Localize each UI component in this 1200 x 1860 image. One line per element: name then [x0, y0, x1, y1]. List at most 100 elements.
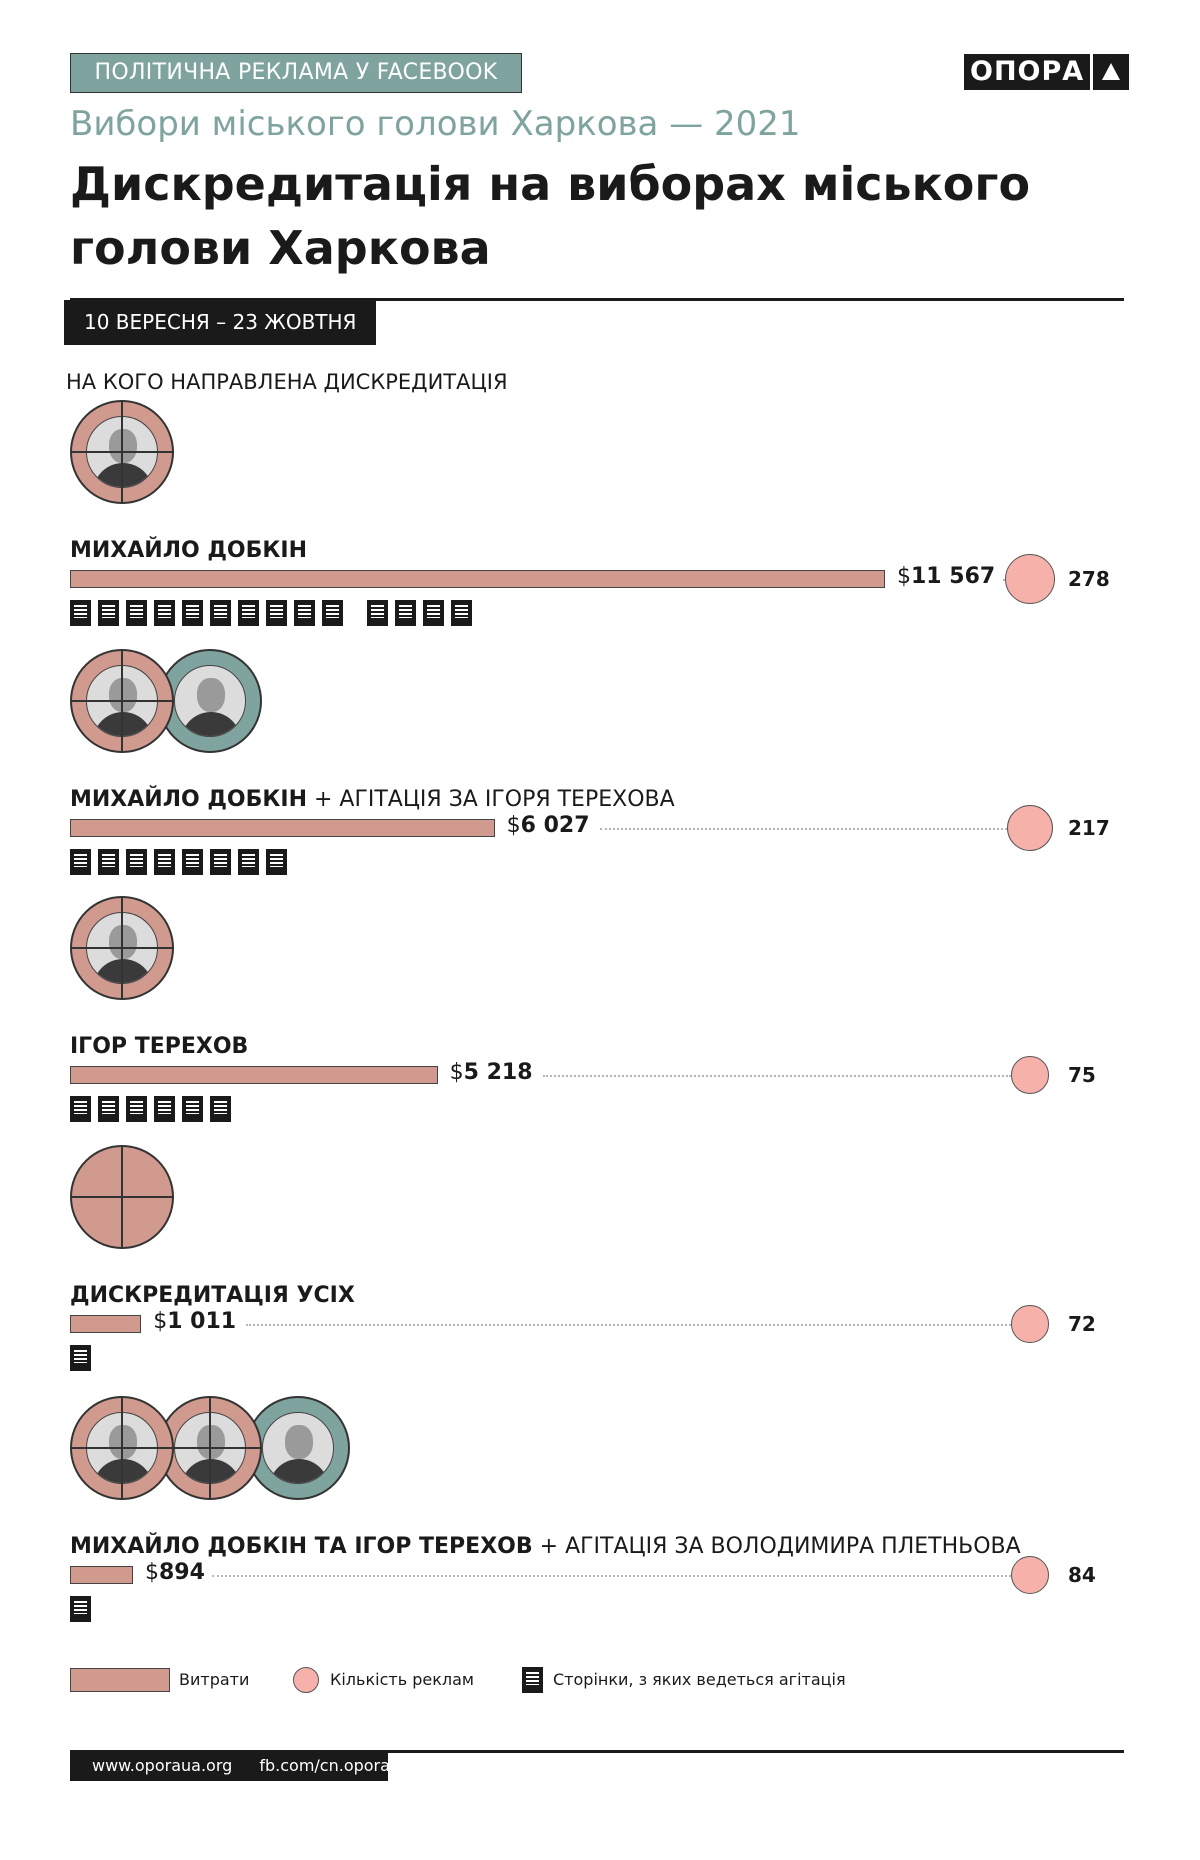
avatar-photo	[174, 665, 246, 737]
avatar-face-shape	[109, 678, 137, 712]
candidate-avatar	[70, 896, 174, 1000]
ad-count-value: 278	[1068, 567, 1110, 591]
crosshair-line	[121, 402, 123, 502]
page-icon	[126, 1096, 147, 1122]
pages-icons	[70, 1096, 231, 1122]
spend-amount: $1 011	[153, 1309, 236, 1334]
page-icon	[154, 1096, 175, 1122]
candidate-avatar	[158, 649, 262, 753]
avatar-face-shape	[109, 925, 137, 959]
page-icon	[182, 849, 203, 875]
legend-ads-swatch	[293, 1667, 319, 1693]
category-label-bold: ІГОР ТЕРЕХОВ	[70, 1034, 249, 1059]
ad-count-circle	[1011, 1305, 1049, 1343]
page-icon	[210, 849, 231, 875]
ad-count-circle	[1010, 1555, 1050, 1595]
legend-spend-label: Витрати	[179, 1670, 250, 1689]
ad-count-circle	[1011, 1056, 1049, 1094]
spend-bar	[70, 570, 885, 588]
leader-line	[246, 1324, 1012, 1326]
avatar-photo	[262, 1412, 334, 1484]
legend-ads-label: Кількість реклам	[330, 1670, 474, 1689]
page-icon	[395, 600, 416, 626]
amount-value: 894	[158, 1560, 205, 1585]
category-label: МИХАЙЛО ДОБКІН	[70, 538, 307, 563]
page-icon	[98, 849, 119, 875]
crosshair-line	[121, 651, 123, 751]
page-icon	[70, 600, 91, 626]
ad-count-value: 75	[1068, 1063, 1096, 1087]
category-label: ДИСКРЕДИТАЦІЯ УСІХ	[70, 1283, 355, 1308]
page-icon	[126, 600, 147, 626]
leader-line	[211, 1575, 1011, 1577]
page-icon	[294, 600, 315, 626]
page-icon	[451, 600, 472, 626]
pages-gap	[350, 600, 360, 626]
logo-text: ОПОРА	[964, 54, 1091, 90]
page-title: Дискредитація на виборах міського голови…	[70, 157, 1031, 275]
page-icon	[70, 1096, 91, 1122]
category-label-bold: ДИСКРЕДИТАЦІЯ УСІХ	[70, 1283, 355, 1308]
footer-fb-link[interactable]: fb.com/cn.opora	[259, 1756, 390, 1775]
currency-symbol: $	[153, 1309, 168, 1334]
pages-icons	[70, 849, 287, 875]
spend-bar	[70, 1315, 142, 1333]
legend-pages-label: Сторінки, з яких ведеться агітація	[553, 1670, 846, 1689]
avatar-body-shape	[93, 463, 153, 487]
footer-divider	[70, 1750, 1124, 1753]
page-icon	[238, 600, 259, 626]
page-icon	[154, 600, 175, 626]
pages-icons	[70, 1596, 91, 1622]
avatar-body-shape	[93, 959, 153, 983]
page-icon	[210, 600, 231, 626]
page-icon	[238, 849, 259, 875]
page-icon	[70, 1345, 91, 1371]
currency-symbol: $	[897, 564, 911, 589]
legend-spend-swatch	[70, 1668, 170, 1692]
opora-logo[interactable]: ОПОРА	[964, 54, 1130, 90]
footer-site-link[interactable]: www.oporaua.org	[92, 1756, 233, 1775]
footer: www.oporaua.org fb.com/cn.opora	[70, 1751, 390, 1781]
candidate-avatar	[70, 1145, 174, 1249]
avatar-body-shape	[181, 1459, 241, 1483]
page-icon	[367, 600, 388, 626]
spend-amount: $6 027	[507, 813, 590, 838]
triangle-logo-icon	[1093, 54, 1130, 90]
page-icon	[423, 600, 444, 626]
category-label: МИХАЙЛО ДОБКІН ТА ІГОР ТЕРЕХОВ + АГІТАЦІ…	[70, 1534, 1021, 1559]
page-icon	[154, 849, 175, 875]
page-icon	[126, 849, 147, 875]
avatar-body-shape	[93, 1459, 153, 1483]
avatar-face-shape	[197, 678, 225, 712]
avatar-face-shape	[197, 1425, 225, 1459]
candidate-avatar	[70, 400, 174, 504]
subtitle: Вибори міського голови Харкова — 2021	[70, 104, 801, 144]
category-label: МИХАЙЛО ДОБКІН + АГІТАЦІЯ ЗА ІГОРЯ ТЕРЕХ…	[70, 787, 675, 812]
category-label-rest: + АГІТАЦІЯ ЗА ІГОРЯ ТЕРЕХОВА	[306, 787, 675, 812]
crosshair-line	[209, 1398, 211, 1498]
spend-amount: $11 567	[897, 564, 995, 589]
amount-value: 11 567	[911, 564, 996, 589]
candidate-avatar	[158, 1396, 262, 1500]
ad-count-value: 217	[1068, 816, 1110, 840]
header-divider	[70, 298, 1124, 301]
section-title: НА КОГО НАПРАВЛЕНА ДИСКРЕДИТАЦІЯ	[66, 370, 508, 394]
amount-value: 5 218	[463, 1060, 533, 1085]
spend-bar	[70, 1066, 438, 1084]
date-range: 10 ВЕРЕСНЯ – 23 ЖОВТНЯ	[64, 300, 377, 345]
page-icon	[182, 1096, 203, 1122]
category-label: ІГОР ТЕРЕХОВ	[70, 1034, 248, 1059]
ad-count-circle	[1006, 804, 1054, 852]
pages-icons	[70, 1345, 91, 1371]
avatar-body-shape	[93, 712, 153, 736]
page-icon	[98, 600, 119, 626]
avatar-body-shape	[269, 1459, 329, 1483]
avatar-face-shape	[109, 1425, 137, 1459]
currency-symbol: $	[506, 813, 521, 838]
page-icon	[98, 1096, 119, 1122]
pages-icons	[70, 600, 472, 626]
page-icon	[182, 600, 203, 626]
spend-bar	[70, 1566, 133, 1584]
category-label-rest: + АГІТАЦІЯ ЗА ВОЛОДИМИРА ПЛЕТНЬОВА	[532, 1534, 1021, 1559]
avatar-face-shape	[285, 1425, 313, 1459]
